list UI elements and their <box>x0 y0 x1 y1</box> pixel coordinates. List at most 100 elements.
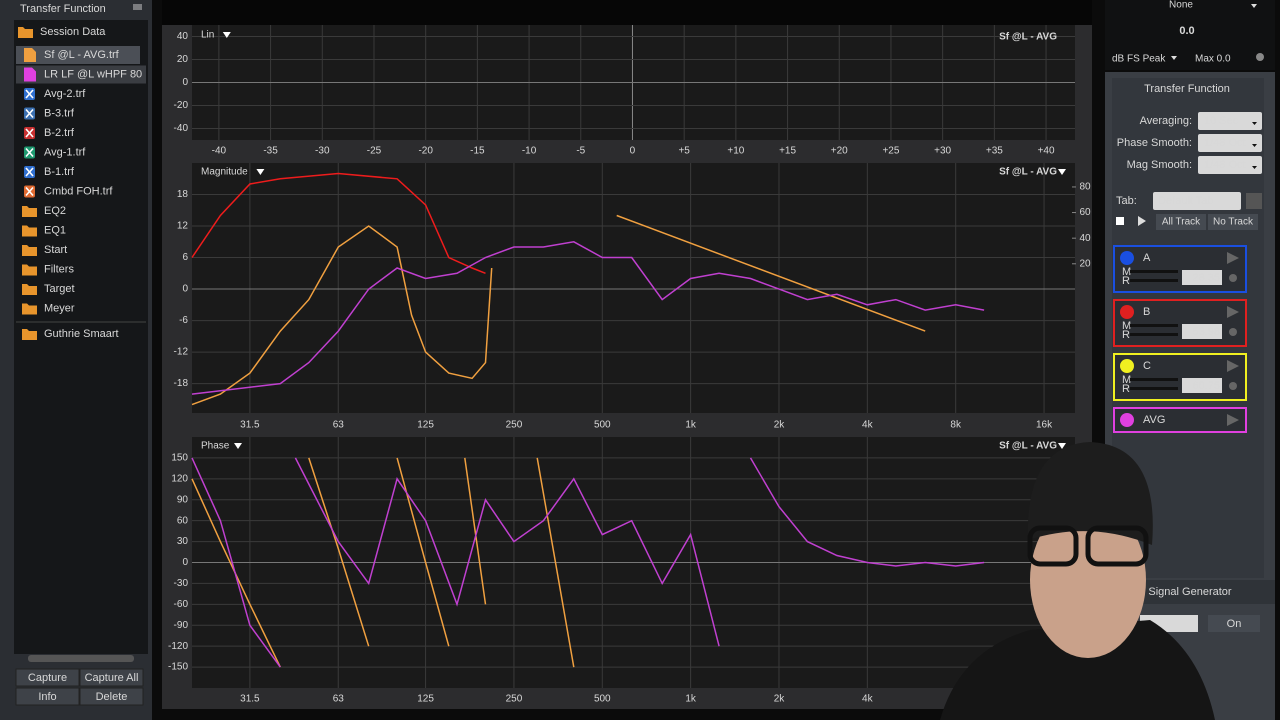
measurement-box[interactable] <box>1113 245 1247 293</box>
dropdown-arrow[interactable] <box>222 32 231 38</box>
tab-value[interactable]: Default Tab <box>1158 195 1213 207</box>
x-tick-label: +5 <box>678 146 690 157</box>
x-tick-label: 250 <box>506 694 523 705</box>
dropdown-arrow[interactable] <box>1058 443 1066 449</box>
sidebar-button[interactable] <box>15 687 80 706</box>
file-item[interactable]: Sf @L - AVG.trf <box>44 49 120 61</box>
plot-label: Sf @L - AVG <box>999 32 1057 43</box>
file-item[interactable]: Avg-2.trf <box>44 88 86 100</box>
value-box <box>1182 270 1222 285</box>
sidebar-button-label[interactable]: Capture <box>28 672 67 684</box>
dropdown[interactable] <box>1198 112 1262 130</box>
y-tick-label: -6 <box>179 315 188 326</box>
meter-letter: R <box>1122 329 1130 341</box>
play-button[interactable] <box>1138 216 1146 226</box>
on-button-label[interactable]: On <box>1227 618 1242 630</box>
presenter-shirt <box>940 620 1215 720</box>
meter-mode[interactable]: dB FS Peak <box>1112 54 1166 65</box>
x-tick-label: 500 <box>594 694 611 705</box>
x-tick-label: -35 <box>263 146 278 157</box>
folder-icon <box>22 264 37 276</box>
file-item[interactable]: Meyer <box>44 302 75 314</box>
sidebar-button-label[interactable]: Info <box>38 691 56 703</box>
file-item[interactable]: Start <box>44 244 67 256</box>
tool-button[interactable] <box>1246 193 1262 209</box>
x-tick-label: 2k <box>774 420 786 431</box>
plot-title[interactable]: Magnitude <box>201 167 248 178</box>
plot-title[interactable]: Lin <box>201 30 214 41</box>
dropdown-arrow[interactable] <box>1058 169 1066 175</box>
dropdown[interactable] <box>1153 192 1241 210</box>
y2-tick-label: 20 <box>1079 258 1091 269</box>
dropdown[interactable] <box>1198 156 1262 174</box>
measurement-box[interactable] <box>1113 353 1247 401</box>
scrollbar <box>28 655 134 662</box>
y2-tick-label: 80 <box>1079 182 1091 193</box>
folder-icon <box>22 206 37 217</box>
measurement-play[interactable] <box>1227 306 1239 318</box>
x-tick-label: 16k <box>1036 420 1053 431</box>
meter-source[interactable]: None <box>1169 0 1193 11</box>
dropdown-value[interactable]: 10 Sec <box>1204 115 1239 127</box>
file-item[interactable]: LR LF @L wHPF 80 <box>44 68 142 80</box>
x-tick-label: -25 <box>367 146 382 157</box>
y-tick-label: 12 <box>177 221 189 232</box>
track-button[interactable] <box>1156 214 1206 230</box>
file-item[interactable]: Guthrie Smaart <box>44 328 119 340</box>
folder-icon <box>22 284 37 295</box>
file-item[interactable]: Target <box>44 283 75 295</box>
measurement-play[interactable] <box>1227 360 1239 372</box>
trace-icon-x <box>25 108 34 119</box>
x-tick-label: +25 <box>882 146 899 157</box>
x-tick-label: 1k <box>685 694 697 705</box>
measurement-led <box>1229 274 1237 282</box>
measurement-name[interactable]: C <box>1143 360 1151 372</box>
file-item[interactable]: B-1.trf <box>44 166 75 178</box>
file-item[interactable]: B-3.trf <box>44 107 75 119</box>
setting-label: Averaging: <box>1140 115 1192 127</box>
dropdown-arrow[interactable] <box>256 169 265 175</box>
file-item[interactable]: Session Data <box>40 26 106 38</box>
sidebar-button[interactable] <box>79 668 144 687</box>
measurement-play[interactable] <box>1227 414 1239 426</box>
measurement-box[interactable] <box>1113 299 1247 347</box>
folder-icon <box>18 27 33 38</box>
track-button[interactable] <box>1208 214 1258 230</box>
y2-tick-label: 60 <box>1079 207 1091 218</box>
dropdown-value[interactable]: 1/48 Oct <box>1204 137 1246 149</box>
track-button-label[interactable]: No Track <box>1213 217 1254 228</box>
trace-icon-x <box>25 147 34 158</box>
file-item[interactable]: Avg-1.trf <box>44 146 86 158</box>
dropdown-value[interactable]: 1/48 Oct <box>1204 159 1246 171</box>
y-tick-label: -20 <box>174 100 189 111</box>
generator-title: Signal Generator <box>1148 586 1231 598</box>
x-tick-label: 1k <box>685 420 697 431</box>
file-item[interactable]: EQ1 <box>44 224 66 236</box>
on-button[interactable] <box>1208 615 1260 632</box>
measurement-name[interactable]: A <box>1143 252 1151 264</box>
x-tick-label: -20 <box>418 146 433 157</box>
x-tick-label: +20 <box>831 146 848 157</box>
x-tick-label: 500 <box>594 420 611 431</box>
track-button-label[interactable]: All Track <box>1162 217 1201 228</box>
measurement-name[interactable]: B <box>1143 306 1150 318</box>
sidebar-button-label[interactable]: Delete <box>96 691 128 703</box>
dropdown[interactable] <box>1198 134 1262 152</box>
measurement-led <box>1229 382 1237 390</box>
dropdown-arrow[interactable] <box>234 443 242 449</box>
file-item[interactable]: Cmbd FOH.trf <box>44 185 113 197</box>
sidebar-button[interactable] <box>15 668 80 687</box>
y-tick-label: 20 <box>177 54 189 65</box>
measurement-name[interactable]: AVG <box>1143 414 1165 426</box>
file-item[interactable]: B-2.trf <box>44 127 75 139</box>
sidebar-button-label[interactable]: Capture All <box>85 672 139 684</box>
plot-title[interactable]: Phase <box>201 441 230 452</box>
measurement-play[interactable] <box>1227 252 1239 264</box>
file-item[interactable]: Filters <box>44 263 74 275</box>
stop-button[interactable] <box>1116 217 1124 225</box>
file-item[interactable]: EQ2 <box>44 205 66 217</box>
x-tick-label: -30 <box>315 146 330 157</box>
measurement-box[interactable] <box>1113 407 1247 433</box>
sidebar-button[interactable] <box>79 687 144 706</box>
meter-bar <box>1130 270 1178 273</box>
